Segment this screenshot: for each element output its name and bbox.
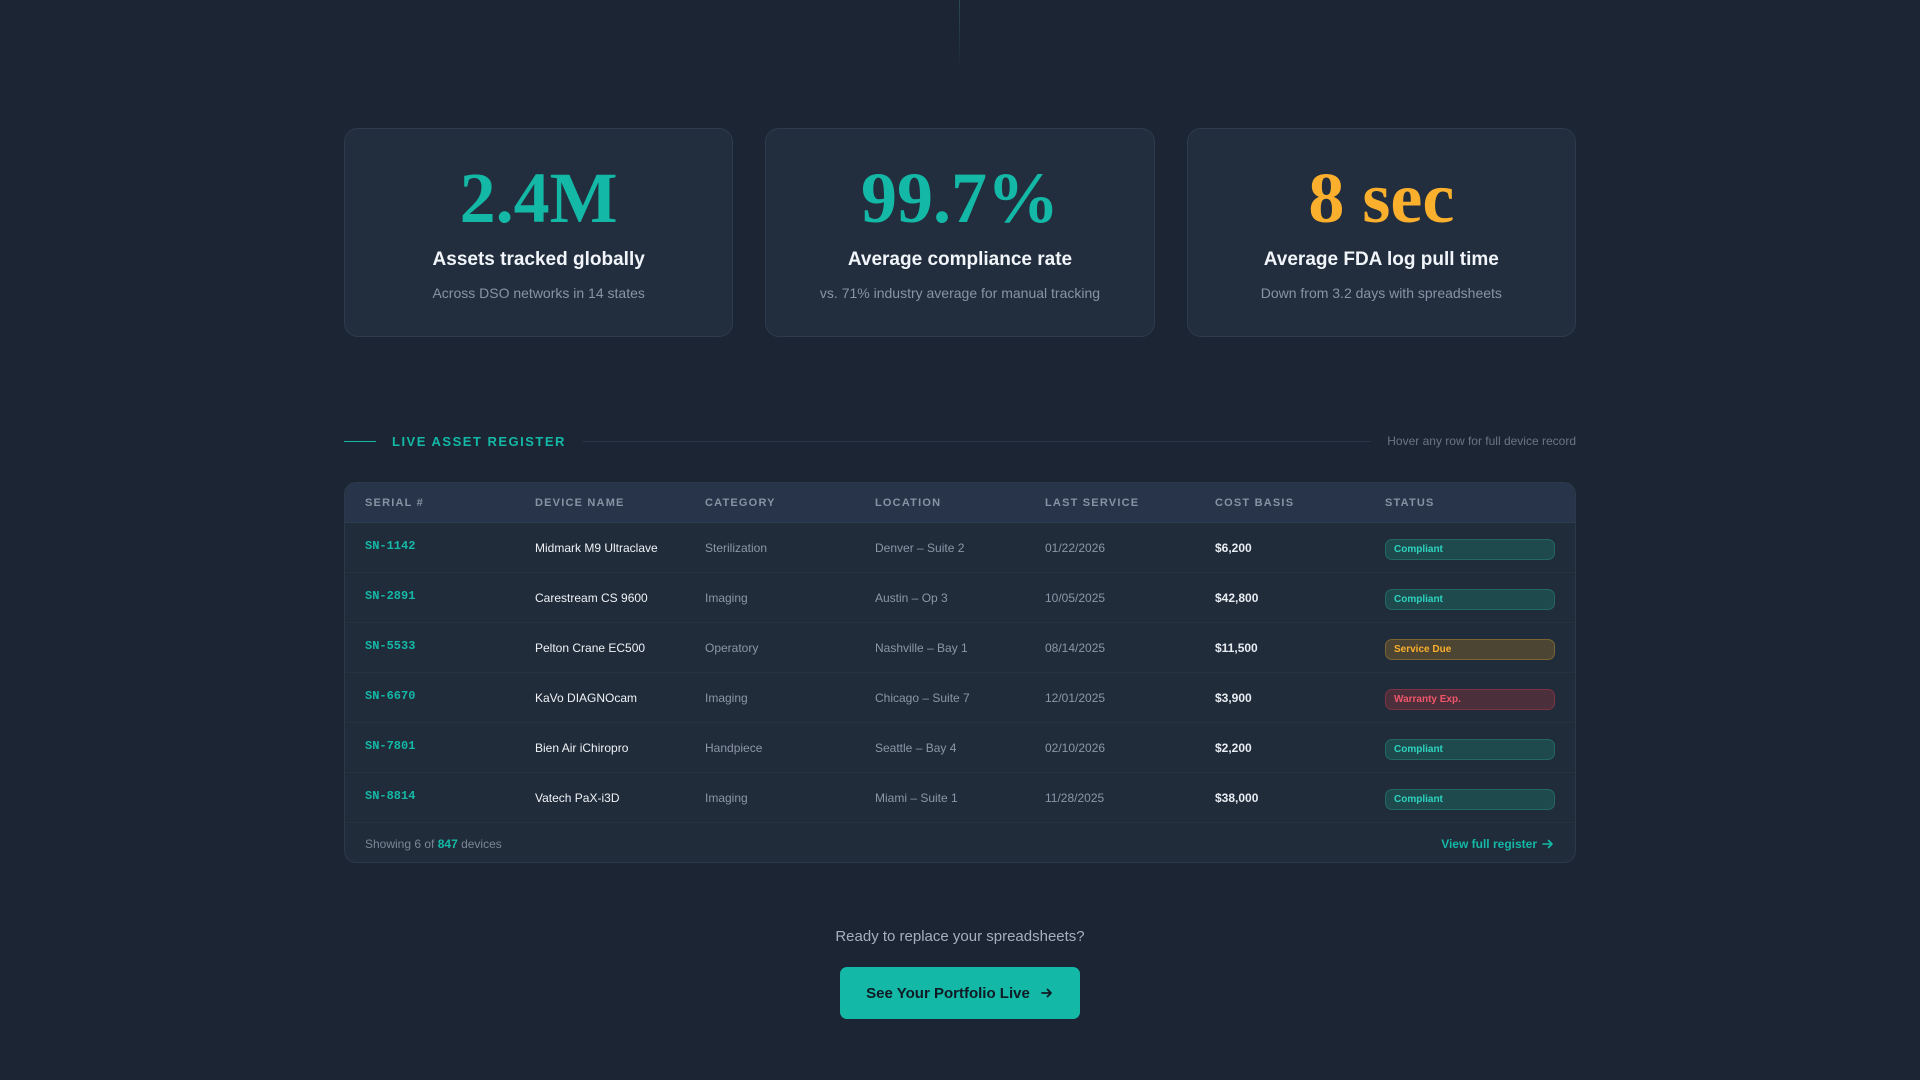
column-header: SERIAL # [365,496,424,509]
table-footer: Showing 6 of 847 devices View full regis… [345,823,1575,862]
accent-line [344,440,376,442]
device-name: Vatech PaX-i3D [535,790,620,805]
stat-description: Down from 3.2 days with spreadsheets [1260,285,1502,301]
column-header: CATEGORY [705,496,776,509]
serial-number: SN-6670 [365,688,416,703]
cost-basis: $2,200 [1215,740,1252,755]
column-header: STATUS [1385,496,1435,509]
column-header: LAST SERVICE [1045,496,1140,509]
status-cell: Service Due [1385,635,1555,660]
arrow-right-icon [1542,839,1553,849]
status-cell: Compliant [1385,535,1555,560]
cost-basis: $42,800 [1215,590,1259,605]
header-rule [581,440,1372,442]
device-location: Seattle – Bay 4 [875,740,957,755]
cost-basis: $11,500 [1215,640,1258,655]
device-name: Bien Air iChiropro [535,740,629,755]
section-title: LIVE ASSET REGISTER [392,433,566,449]
stat-value: 99.7% [860,158,1059,238]
device-category: Handpiece [705,740,763,755]
stat-card-fda-log: 8 sec Average FDA log pull time Down fro… [1186,128,1576,337]
last-service-date: 11/28/2025 [1045,790,1105,805]
device-category: Operatory [705,640,759,655]
device-name: Midmark M9 Ultraclave [535,540,658,555]
table-header: SERIAL # DEVICE NAME CATEGORY LOCATION LAST … [345,483,1575,523]
device-total: 847 [437,837,458,851]
serial-number: SN-7801 [365,738,416,753]
table-row[interactable]: SN-7801 Bien Air iChiropro Handpiece Seattl… [345,723,1575,773]
device-category: Imaging [705,690,748,705]
last-service-date: 02/10/2026 [1045,740,1106,755]
showing-prefix: Showing 6 of [365,837,438,851]
view-full-register-link[interactable]: View full register [1441,837,1555,851]
stat-label: Assets tracked globally [432,249,645,270]
stat-description: Across DSO networks in 14 states [432,285,645,301]
section-hint: Hover any row for full device record [1387,434,1576,448]
cost-basis: $6,200 [1215,540,1252,555]
serial-number: SN-8814 [365,788,416,803]
arrow-right-icon [1040,988,1052,998]
status-badge: Compliant [1385,789,1555,810]
showing-count: Showing 6 of 847 devices [365,837,502,851]
serial-number: SN-5533 [365,638,416,653]
device-location: Austin – Op 3 [875,590,948,605]
device-location: Denver – Suite 2 [875,540,965,555]
top-divider-line [959,0,960,72]
stat-label: Average compliance rate [847,249,1073,270]
table-row[interactable]: SN-2891 Carestream CS 9600 Imaging Austin –… [345,573,1575,623]
column-header: COST BASIS [1215,496,1295,509]
status-cell: Compliant [1385,785,1555,810]
table-row[interactable]: SN-8814 Vatech PaX-i3D Imaging Miami – Suit… [345,773,1575,823]
cta-button-label: See Your Portfolio Live [866,984,1030,1002]
serial-number: SN-1142 [365,538,416,553]
status-badge: Compliant [1385,589,1555,610]
column-header: LOCATION [875,496,942,509]
last-service-date: 01/22/2026 [1045,540,1106,555]
stat-description: vs. 71% industry average for manual trac… [819,285,1101,301]
stat-label: Average FDA log pull time [1263,249,1499,270]
stat-value: 8 sec [1308,158,1455,238]
device-name: KaVo DIAGNOcam [535,690,638,705]
device-name: Carestream CS 9600 [535,590,648,605]
status-badge: Compliant [1385,539,1555,560]
stat-value: 2.4M [459,158,618,238]
device-category: Imaging [705,790,748,805]
last-service-date: 10/05/2025 [1045,590,1106,605]
last-service-date: 12/01/2025 [1045,690,1106,705]
device-location: Miami – Suite 1 [875,790,958,805]
device-category: Imaging [705,590,748,605]
table-row[interactable]: SN-5533 Pelton Crane EC500 Operatory Nashvi… [345,623,1575,673]
device-name: Pelton Crane EC500 [535,640,646,655]
asset-register-table: SERIAL # DEVICE NAME CATEGORY LOCATION LAST … [344,482,1576,863]
showing-suffix: devices [457,837,502,851]
cost-basis: $38,000 [1215,790,1259,805]
status-cell: Compliant [1385,735,1555,760]
stats-row: 2.4M Assets tracked globally Across DSO … [344,128,1576,337]
table-row[interactable]: SN-6670 KaVo DIAGNOcam Imaging Chicago – Su… [345,673,1575,723]
table-row[interactable]: SN-1142 Midmark M9 Ultraclave Sterilizatio… [345,523,1575,573]
status-badge: Warranty Exp. [1385,689,1555,710]
column-header: DEVICE NAME [535,496,625,509]
status-badge: Service Due [1385,639,1555,660]
status-cell: Compliant [1385,585,1555,610]
device-category: Sterilization [705,540,768,555]
cost-basis: $3,900 [1215,690,1252,705]
table-body: SN-1142 Midmark M9 Ultraclave Sterilizatio… [345,523,1575,823]
serial-number: SN-2891 [365,588,416,603]
last-service-date: 08/14/2025 [1045,640,1106,655]
cta-prompt: Ready to replace your spreadsheets? [835,928,1085,945]
see-portfolio-live-button[interactable]: See Your Portfolio Live [840,967,1080,1019]
status-cell: Warranty Exp. [1385,685,1555,710]
stat-card-assets: 2.4M Assets tracked globally Across DSO … [344,128,734,337]
register-section-header: LIVE ASSET REGISTER Hover any row for fu… [344,432,1576,450]
status-badge: Compliant [1385,739,1555,760]
view-full-register-label: View full register [1441,837,1537,851]
stat-card-compliance: 99.7% Average compliance rate vs. 71% in… [765,128,1155,337]
device-location: Nashville – Bay 1 [875,640,968,655]
device-location: Chicago – Suite 7 [875,690,970,705]
